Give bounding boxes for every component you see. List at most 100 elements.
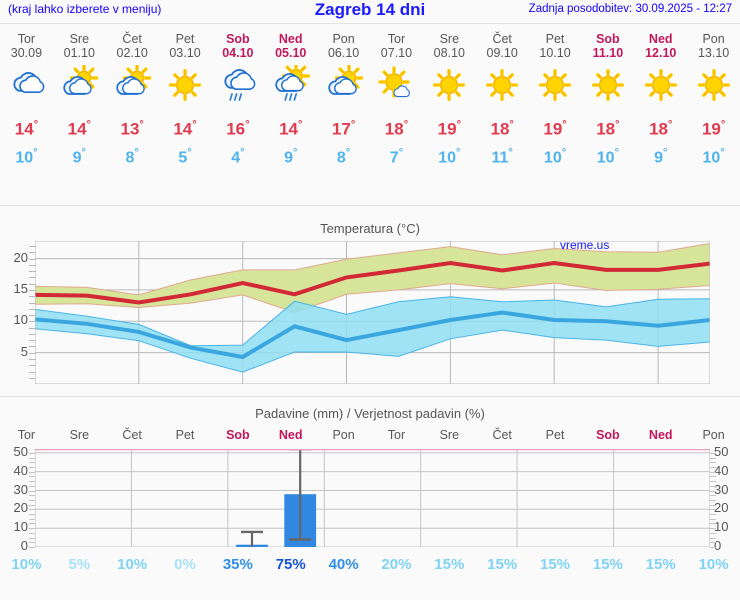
sun-rain-icon: [270, 64, 312, 106]
precip-y-minor-tick: [710, 499, 716, 501]
temp-min: 8°: [125, 146, 139, 166]
forecast-day[interactable]: Sob 11.10 18° 10°: [581, 28, 634, 196]
temp-min: 10°: [543, 146, 567, 166]
temp-max: 19°: [437, 119, 461, 139]
forecast-day[interactable]: Pet 03.10 14° 5°: [159, 28, 212, 196]
temp-y-minor-tick: [29, 302, 36, 304]
precip-y-minor-tick: [710, 485, 716, 487]
sunny-icon: [534, 64, 576, 106]
forecast-day[interactable]: Sre 01.10 14° 9°: [53, 28, 106, 196]
precipitation-day-label: Ned: [648, 428, 673, 442]
temp-y-minor-tick: [29, 289, 36, 291]
precipitation-day-label: Pet: [545, 428, 565, 442]
watermark: vreme.us: [560, 238, 610, 252]
day-date: 09.10: [486, 46, 518, 60]
temp-max: 16°: [226, 119, 250, 139]
temp-y-minor-tick: [29, 371, 36, 373]
temp-y-tick-label: 20: [13, 249, 28, 265]
precipitation-chart: [35, 449, 710, 547]
precip-y-minor-tick: [29, 452, 35, 454]
precipitation-probability: 10%: [117, 556, 148, 573]
forecast-day[interactable]: Sob 04.10 16° 4°: [211, 28, 264, 196]
precipitation-day-label: Tor: [387, 428, 406, 442]
precip-y-minor-tick: [29, 490, 35, 492]
header-divider: [0, 23, 740, 24]
precip-y-minor-tick: [710, 528, 716, 530]
precip-y-minor-tick: [710, 518, 716, 520]
precipitation-day-label: Sre: [69, 428, 90, 442]
precip-y-minor-tick: [29, 457, 35, 459]
forecast-day[interactable]: Čet 02.10 13° 8°: [106, 28, 159, 196]
forecast-day[interactable]: Sre 08.10 19° 10°: [423, 28, 476, 196]
temp-max: 19°: [543, 119, 567, 139]
temp-y-minor-tick: [29, 321, 36, 323]
precip-y-minor-tick: [29, 542, 35, 544]
day-date: 10.10: [539, 46, 571, 60]
precip-y-minor-tick: [710, 457, 716, 459]
precip-y-minor-tick: [29, 537, 35, 539]
precip-y-tick-label-left: 10: [13, 519, 28, 535]
precipitation-day-label: Tor: [17, 428, 36, 442]
precip-y-minor-tick: [29, 476, 35, 478]
temp-y-minor-tick: [29, 271, 36, 273]
precip-y-minor-tick: [29, 485, 35, 487]
precip-y-tick-label-right: 50: [714, 443, 729, 459]
forecast-day[interactable]: Ned 05.10 14° 9°: [264, 28, 317, 196]
day-of-week: Sre: [69, 32, 90, 46]
precip-y-minor-tick: [710, 504, 716, 506]
precipitation-probability: 15%: [645, 556, 676, 573]
temp-max: 17°: [331, 119, 356, 139]
temp-y-minor-tick: [29, 283, 36, 285]
forecast-day[interactable]: Ned 12.10 18° 9°: [634, 28, 687, 196]
sunny-icon: [481, 64, 523, 106]
precip-y-tick-label-right: 10: [714, 519, 729, 535]
forecast-day[interactable]: Pet 10.10 19° 10°: [529, 28, 582, 196]
precip-y-tick-label-right: 40: [714, 462, 729, 478]
temp-y-minor-tick: [29, 327, 36, 329]
precip-y-minor-tick: [29, 528, 35, 530]
temp-min: 8°: [336, 146, 351, 166]
temp-y-minor-tick: [29, 277, 36, 279]
precipitation-probability: 15%: [434, 556, 465, 573]
day-date: 02.10: [116, 46, 148, 60]
temp-y-tick-label: 10: [13, 312, 28, 328]
precip-y-tick-label-left: 0: [20, 538, 28, 553]
forecast-day[interactable]: Pon 06.10 17° 8°: [317, 28, 370, 196]
day-date: 11.10: [592, 46, 624, 60]
forecast-day[interactable]: Pon 13.10 19° 10°: [687, 28, 740, 196]
strip-divider: [0, 205, 740, 206]
temp-y-tick-label: 5: [20, 343, 28, 359]
precip-y-minor-tick: [710, 481, 716, 482]
precip-y-minor-tick: [710, 466, 716, 468]
forecast-day[interactable]: Tor 30.09 14° 10°: [0, 28, 53, 196]
precip-y-tick-label-right: 30: [714, 481, 729, 497]
temp-min: 5°: [178, 146, 192, 166]
precip-y-tick-label-left: 20: [13, 500, 28, 516]
temp-min: 9°: [284, 146, 298, 166]
temp-max: 18°: [384, 119, 409, 139]
partly-sunny-icon: [323, 64, 365, 106]
precip-y-minor-tick: [29, 514, 35, 515]
forecast-day[interactable]: Tor 07.10 18° 7°: [370, 28, 423, 196]
temp-min: 10°: [596, 146, 619, 166]
temp-min: 10°: [15, 146, 38, 166]
precipitation-day-label: Ned: [278, 428, 303, 442]
temp-y-minor-tick: [29, 365, 36, 367]
forecast-day[interactable]: Čet 09.10 18° 11°: [476, 28, 529, 196]
temp-max: 14°: [67, 119, 91, 139]
temp-min: 9°: [654, 146, 668, 166]
day-date: 08.10: [433, 46, 465, 60]
partly-sunny-icon: [58, 64, 100, 106]
day-of-week: Sob: [226, 32, 250, 46]
precip-y-minor-tick: [710, 523, 716, 525]
day-date: 03.10: [169, 46, 201, 60]
precipitation-day-label: Pet: [175, 428, 195, 442]
day-of-week: Tor: [17, 32, 36, 46]
day-of-week: Ned: [278, 32, 303, 46]
temp-max: 18°: [596, 119, 620, 139]
partly-sunny-icon: [111, 64, 153, 106]
precip-y-minor-tick: [29, 509, 35, 511]
last-updated: Zadnja posodobitev: 30.09.2025 - 12:27: [528, 3, 732, 15]
precip-y-tick-label-left: 30: [13, 481, 28, 497]
temp-max: 18°: [649, 119, 673, 139]
